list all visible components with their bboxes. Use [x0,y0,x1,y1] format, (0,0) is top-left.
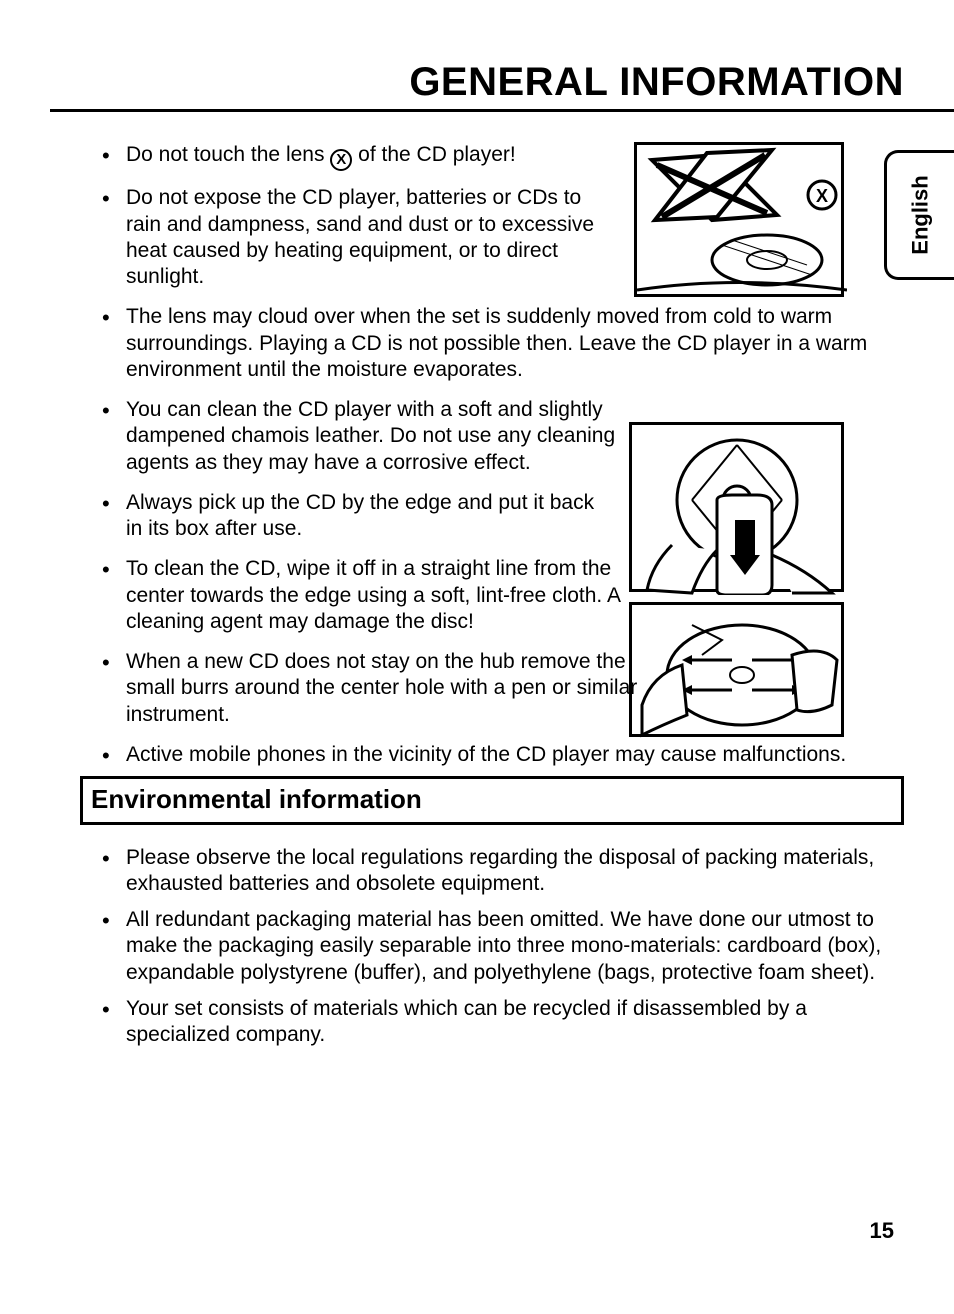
language-label: English [908,175,934,254]
svg-text:X: X [816,186,828,206]
list-item: When a new CD does not stay on the hub r… [110,649,640,728]
bullet-text: To clean the CD, wipe it off in a straig… [126,557,620,633]
list-item: Do not touch the lens X of the CD player… [110,142,620,171]
bullet-text: Do not expose the CD player, batteries o… [126,186,594,288]
lens-x-icon: X [637,145,847,300]
list-item: Active mobile phones in the vicinity of … [110,742,904,768]
bullet-text: Active mobile phones in the vicinity of … [126,743,846,766]
list-item: Your set consists of materials which can… [110,996,904,1049]
wipe-cd-icon [632,605,847,740]
x-circle-icon: X [330,149,352,171]
bullet-text: Always pick up the CD by the edge and pu… [126,491,594,540]
title-bar: GENERAL INFORMATION [50,60,954,112]
bullet-text: You can clean the CD player with a soft … [126,398,615,474]
bullet-text: When a new CD does not stay on the hub r… [126,650,637,726]
list-item: Always pick up the CD by the edge and pu… [110,490,610,543]
bullet-list-environmental: Please observe the local regulations reg… [80,845,904,1049]
list-item: Please observe the local regulations reg… [110,845,904,898]
bullet-text-post: of the CD player! [352,143,515,166]
bullet-text: Your set consists of materials which can… [126,997,807,1046]
bullet-text: The lens may cloud over when the set is … [126,305,867,381]
manual-page: GENERAL INFORMATION English X [0,0,954,1314]
hold-cd-icon [632,425,847,595]
list-item: You can clean the CD player with a soft … [110,397,650,476]
list-item: The lens may cloud over when the set is … [110,304,904,383]
content-area: X [80,142,904,1048]
list-item: To clean the CD, wipe it off in a straig… [110,556,620,635]
illustration-lens-x: X [634,142,844,297]
illustration-wipe-cd [629,602,844,737]
bullet-text: Please observe the local regulations reg… [126,846,874,895]
page-number: 15 [870,1218,894,1244]
bullet-text-pre: Do not touch the lens [126,143,330,166]
list-item: All redundant packaging material has bee… [110,907,904,986]
list-item: Do not expose the CD player, batteries o… [110,185,610,290]
section-heading: Environmental information [91,783,893,816]
page-title: GENERAL INFORMATION [409,60,904,104]
section-heading-box: Environmental information [80,776,904,825]
illustration-hold-cd [629,422,844,592]
bullet-text: All redundant packaging material has bee… [126,908,881,984]
